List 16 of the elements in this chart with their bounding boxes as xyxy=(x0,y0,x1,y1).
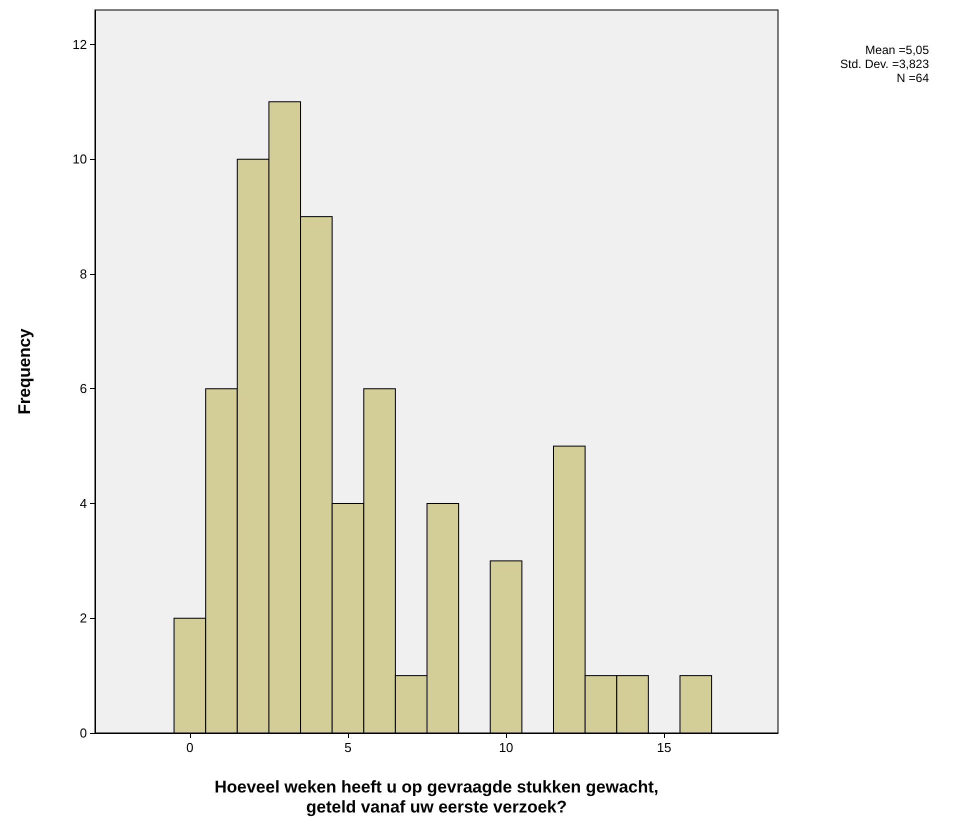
x-tick-label: 10 xyxy=(498,740,514,755)
x-tick-label: 0 xyxy=(186,740,194,755)
text: Std. Dev. =3,823 xyxy=(840,57,930,71)
y-tick-label: 12 xyxy=(72,36,87,52)
y-tick-label: 4 xyxy=(80,496,87,511)
x-axis-title: Hoeveel weken heeft u op gevraagde stukken gewacht, geteld vanaf uw eerste verzoek? xyxy=(214,778,659,816)
y-tick-label: 8 xyxy=(80,266,87,282)
x-tick-label: 5 xyxy=(344,740,352,755)
y-tick-label: 10 xyxy=(72,152,87,167)
x-tick-label: 15 xyxy=(656,740,672,755)
y-axis-title: Frequency xyxy=(15,328,34,414)
y-tick-label: 2 xyxy=(80,610,87,626)
y-tick-label: 0 xyxy=(80,726,87,740)
y-tick-label: 6 xyxy=(80,381,87,396)
text: Mean =5,05 xyxy=(865,43,930,57)
text: N =64 xyxy=(896,71,930,85)
